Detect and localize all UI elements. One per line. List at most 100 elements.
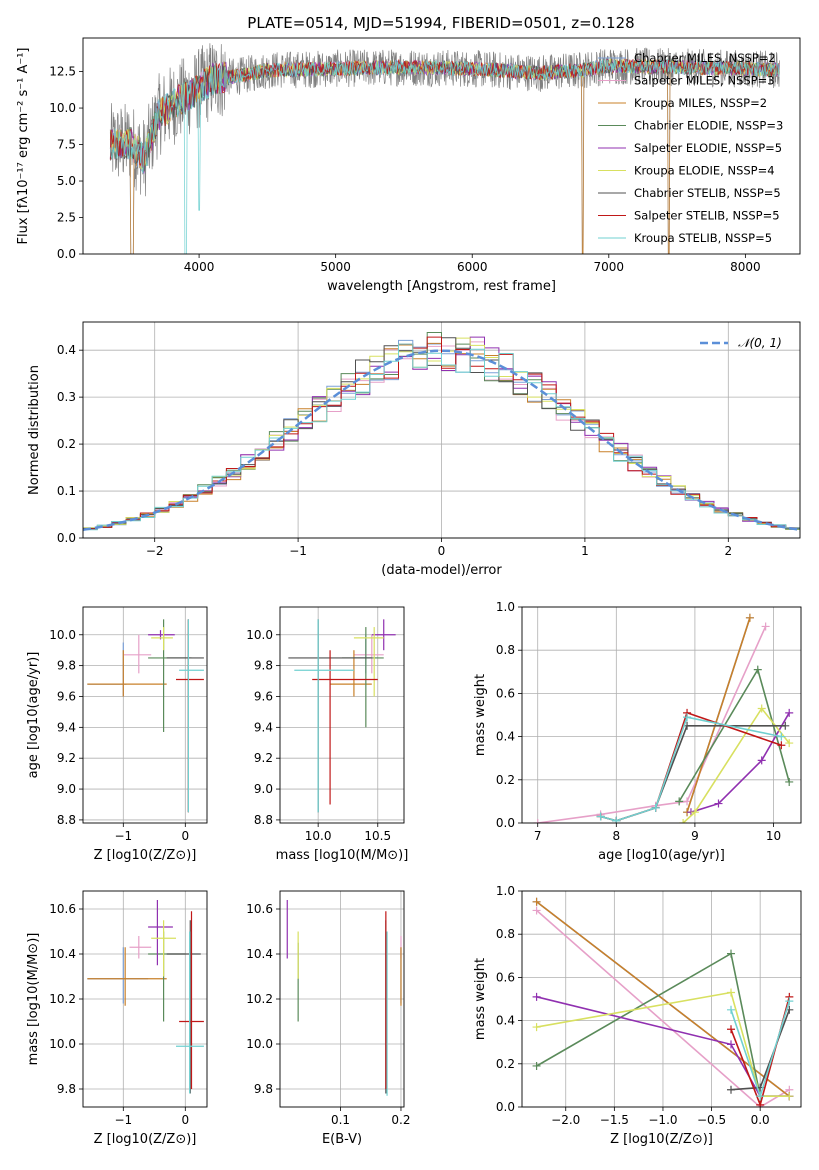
- weight-vs-age-marker-kroupa-stelib: [596, 812, 605, 821]
- spectrum-xtick-label: 8000: [730, 260, 761, 274]
- age-vs-Z-ylabel: age [log10(age/yr)]: [26, 652, 41, 779]
- mass-vs-EBV-ytick-label: 10.4: [246, 947, 273, 961]
- age-vs-Z-xtick-label: 0: [181, 829, 189, 843]
- weight-vs-age-ytick-label: 0.2: [496, 773, 515, 787]
- weight-vs-age-line-kroupa-miles: [686, 617, 751, 813]
- mass-vs-EBV-ytick-label: 10.2: [246, 992, 273, 1006]
- age-vs-Z-ytick-label: 9.8: [57, 659, 76, 673]
- legend-label-chabrier-miles: Chabrier MILES, NSSP=2: [634, 51, 776, 65]
- legend-label-chabrier-elodie: Chabrier ELODIE, NSSP=3: [634, 119, 783, 133]
- weight-vs-age-marker-kroupa-stelib: [777, 732, 786, 741]
- weight-vs-age-line-salpeter-elodie: [690, 712, 790, 813]
- residuals-frame: [82, 321, 801, 539]
- legend-label-kroupa-stelib: Kroupa STELIB, NSSP=5: [634, 231, 772, 245]
- weight-vs-Z-xtick-label: −1.0: [648, 1113, 677, 1127]
- weight-vs-Z-marker-salpeter-elodie: [727, 1040, 736, 1049]
- weight-vs-age-marker-kroupa-miles: [745, 613, 754, 622]
- weight-vs-age-marker-kroupa-elodie: [785, 739, 794, 748]
- weight-vs-Z-marker-kroupa-elodie: [532, 1023, 541, 1032]
- mass-vs-Z-ytick-label: 9.8: [57, 1082, 76, 1096]
- weight-vs-age-xlabel: age [log10(age/yr)]: [598, 848, 725, 863]
- weight-vs-age-frame: [521, 606, 802, 824]
- mass-vs-Z-axes: −1 0 9.8 10.0 10.2 10.4 10.6 Z [log10(Z/Z⊙)] mas…: [26, 891, 207, 1147]
- spectrum-frame: [82, 37, 801, 255]
- spectrum-ylabel: Flux [fλ10⁻¹⁷ erg cm⁻² s⁻¹ A⁻¹]: [16, 48, 31, 245]
- spectrum-lines: [109, 43, 780, 254]
- weight-vs-Z-marker-kroupa-miles: [532, 897, 541, 906]
- weight-vs-Z-marker-kroupa-stelib: [785, 997, 794, 1006]
- residuals-ytick-label: 0.1: [57, 484, 76, 498]
- age-vs-mass-xtick-label: 10.0: [305, 829, 332, 843]
- spectrum-ytick-label: 10.0: [49, 101, 76, 115]
- mass-vs-EBV-points: [286, 900, 402, 1096]
- weight-vs-age-marker-kroupa-elodie: [690, 808, 699, 817]
- weight-vs-age-ytick-label: 1.0: [496, 600, 515, 614]
- weight-vs-age-marker-salpeter-stelib: [777, 741, 786, 750]
- weight-vs-Z-line-kroupa-miles: [536, 901, 790, 1097]
- weight-vs-Z-ytick-label: 0.4: [496, 1014, 515, 1028]
- weight-vs-age-xtick-label: 10: [766, 829, 781, 843]
- spectrum-xtick-label: 5000: [320, 260, 351, 274]
- weight-vs-age-marker-kroupa-elodie: [757, 704, 766, 713]
- spectrum-legend: Chabrier MILES, NSSP=2 Salpeter MILES, NS…: [598, 51, 783, 245]
- weight-vs-Z-marker-kroupa-stelib: [756, 1092, 765, 1101]
- age-vs-mass-xtick-label: 10.5: [364, 829, 391, 843]
- mass-vs-EBV-xtick-label: 0.2: [391, 1113, 410, 1127]
- legend-label-salpeter-miles: Salpeter MILES, NSSP=3: [634, 74, 775, 88]
- age-vs-Z-ytick-label: 9.0: [57, 782, 76, 796]
- age-vs-mass-ytick-label: 9.2: [254, 751, 273, 765]
- mass-vs-EBV-ytick-label: 10.0: [246, 1037, 273, 1051]
- weight-vs-Z-marker-chabrier-elodie: [532, 1061, 541, 1070]
- weight-vs-age-marker-chabrier-elodie: [675, 797, 684, 806]
- weight-vs-age-marker-kroupa-stelib: [683, 713, 692, 722]
- histogram-kroupa-stelib: [83, 343, 800, 532]
- age-vs-Z-ytick-label: 10.0: [49, 628, 76, 642]
- mass-vs-Z-ytick-label: 10.4: [49, 947, 76, 961]
- weight-vs-Z-marker-chabrier-elodie: [727, 949, 736, 958]
- legend-label-kroupa-elodie: Kroupa ELODIE, NSSP=4: [634, 164, 775, 178]
- weight-vs-Z-ytick-label: 0.0: [496, 1100, 515, 1114]
- residuals-ytick-label: 0.0: [57, 531, 76, 545]
- weight-vs-age-marker-salpeter-miles: [533, 819, 542, 823]
- weight-vs-age-ytick-label: 0.0: [496, 816, 515, 830]
- weight-vs-Z-xtick-label: −0.5: [697, 1113, 726, 1127]
- residuals-ytick-label: 0.3: [57, 390, 76, 404]
- weight-vs-age-marker-chabrier-elodie: [785, 777, 794, 786]
- weight-vs-Z-marker-kroupa-elodie: [727, 988, 736, 997]
- weight-vs-Z-marker-chabrier-stelib: [727, 1085, 736, 1094]
- residuals-xtick-label: −1: [289, 544, 307, 558]
- spectrum-ytick-label: 5.0: [57, 174, 76, 188]
- weight-vs-Z-marker-salpeter-stelib: [756, 1100, 765, 1107]
- spectrum-xtick-label: 4000: [184, 260, 215, 274]
- weight-vs-age-xtick-label: 8: [612, 829, 620, 843]
- spectrum-xtick-label: 6000: [457, 260, 488, 274]
- weight-vs-age-marker-salpeter-miles: [761, 622, 770, 631]
- mass-vs-EBV-xtick-label: 0.1: [331, 1113, 350, 1127]
- normal-curve: [83, 349, 800, 532]
- age-vs-Z-points: [87, 619, 204, 813]
- weight-vs-Z-lines: [532, 897, 794, 1107]
- weight-vs-Z-xlabel: Z [log10(Z/Z⊙)]: [610, 1132, 713, 1147]
- spectrum-ytick-label: 12.5: [49, 65, 76, 79]
- mass-vs-Z-ytick-label: 10.0: [49, 1037, 76, 1051]
- weight-vs-Z-ylabel: mass weight: [473, 958, 488, 1040]
- age-vs-mass-xlabel: mass [log10(M/M⊙)]: [276, 848, 409, 863]
- residuals-xtick-label: −2: [146, 544, 164, 558]
- age-vs-mass-ytick-label: 9.6: [254, 689, 273, 703]
- age-vs-mass-ytick-label: 9.8: [254, 659, 273, 673]
- mass-vs-Z-xtick-label: 0: [181, 1113, 189, 1127]
- age-vs-mass-frame: [279, 606, 405, 824]
- mass-vs-EBV-ytick-label: 9.8: [254, 1082, 273, 1096]
- normal-legend-label: 𝒩(0, 1): [738, 336, 782, 350]
- legend-label-chabrier-stelib: Chabrier STELIB, NSSP=5: [634, 186, 781, 200]
- weight-vs-age-marker-kroupa-elodie: [679, 819, 688, 823]
- mass-vs-EBV-xlabel: E(B-V): [322, 1132, 362, 1147]
- weight-vs-Z-xtick-label: −1.5: [600, 1113, 629, 1127]
- weight-vs-Z-marker-salpeter-elodie: [532, 992, 541, 1001]
- weight-vs-Z-marker-kroupa-elodie: [785, 1092, 794, 1101]
- age-vs-Z-ytick-label: 9.4: [57, 720, 76, 734]
- spectrum-axes: 4000 5000 6000 7000 8000 0.0 2.5 5.0 7.5 10.0 12.5…: [16, 48, 761, 295]
- residuals-xlabel: (data-model)/error: [381, 563, 502, 578]
- mass-vs-Z-ytick-label: 10.6: [49, 902, 76, 916]
- weight-vs-age-marker-kroupa-stelib: [612, 816, 621, 823]
